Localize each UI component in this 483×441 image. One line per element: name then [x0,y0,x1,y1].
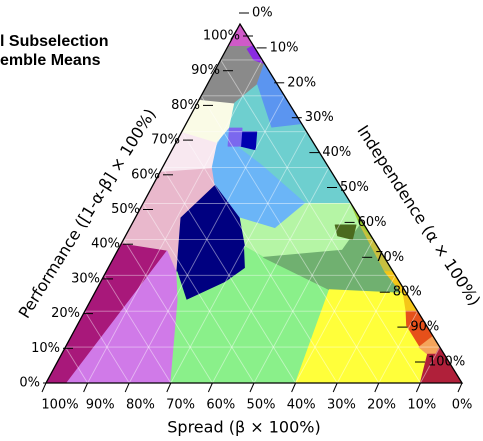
left-tick-label: 10% [31,341,60,356]
grid-line [84,310,130,384]
grid-line [123,239,213,384]
bottom-tick-label: 10% [407,398,436,413]
tick-mark [207,382,213,393]
bottom-tick-label: 90% [86,398,115,413]
grid-line [378,310,418,384]
bottom-tick-label: 30% [327,398,356,413]
grid-line [142,203,255,384]
bottom-tick-label: 60% [206,398,235,413]
bottom-tick-label: 100% [41,398,78,413]
tick-mark [291,382,297,393]
grid-line [420,346,441,384]
grid [45,23,463,384]
region [227,127,243,147]
bottom-axis-title: Spread (β × 100%) [167,418,320,437]
tick-mark [374,382,380,393]
grid-line [295,239,374,384]
grid-line [87,59,263,384]
regions [45,23,463,384]
grid-line [253,203,352,384]
grid-line [162,167,296,384]
grid-line [212,167,330,384]
right-tick-label: 40% [322,145,351,160]
right-tick-label: 50% [340,180,369,195]
grid-line [200,95,380,384]
right-tick-label: 70% [375,250,404,265]
tick-mark [457,382,463,393]
right-tick-label: 20% [287,75,316,90]
left-tick-label: 0% [19,376,40,391]
left-tick-label: 30% [71,271,100,286]
tick-mark [249,382,255,393]
tick-mark [41,382,47,393]
region [334,224,357,240]
chart-title: emble Means [0,52,101,69]
right-tick-label: 0% [252,6,273,21]
right-tick-label: 100% [428,355,465,370]
left-tick-label: 40% [91,237,120,252]
bottom-tick-label: 50% [247,398,276,413]
ticks: 0%10%20%30%40%50%60%70%80%90%100%0%10%20… [19,6,472,413]
bottom-tick-label: 70% [166,398,195,413]
right-tick-label: 90% [410,320,439,335]
grid-line [128,95,285,384]
left-tick-label: 20% [51,306,80,321]
left-tick-label: 100% [203,29,240,44]
bottom-tick-label: 80% [126,398,155,413]
grid-line [103,275,172,384]
right-tick-label: 10% [270,40,299,55]
right-tick-label: 80% [393,285,422,300]
region [239,131,258,151]
tick-mark [332,382,338,393]
tick-mark [83,382,89,393]
tick-mark [166,382,172,393]
left-tick-label: 70% [151,133,180,148]
bottom-tick-label: 0% [452,398,473,413]
left-tick-label: 60% [131,167,160,182]
grid-line [220,59,421,384]
left-tick-label: 50% [111,202,140,217]
bottom-tick-label: 20% [367,398,396,413]
grid-line [181,131,338,384]
left-tick-label: 90% [191,63,220,78]
grid-line [65,346,88,384]
tick-mark [415,382,421,393]
grid-line [336,275,396,384]
chart-title: l Subselection [0,33,108,50]
grid-line [170,131,307,384]
left-tick-label: 80% [171,98,200,113]
right-tick-label: 60% [358,215,387,230]
bottom-tick-label: 40% [287,398,316,413]
right-tick-label: 30% [305,110,334,125]
tick-mark [124,382,130,393]
